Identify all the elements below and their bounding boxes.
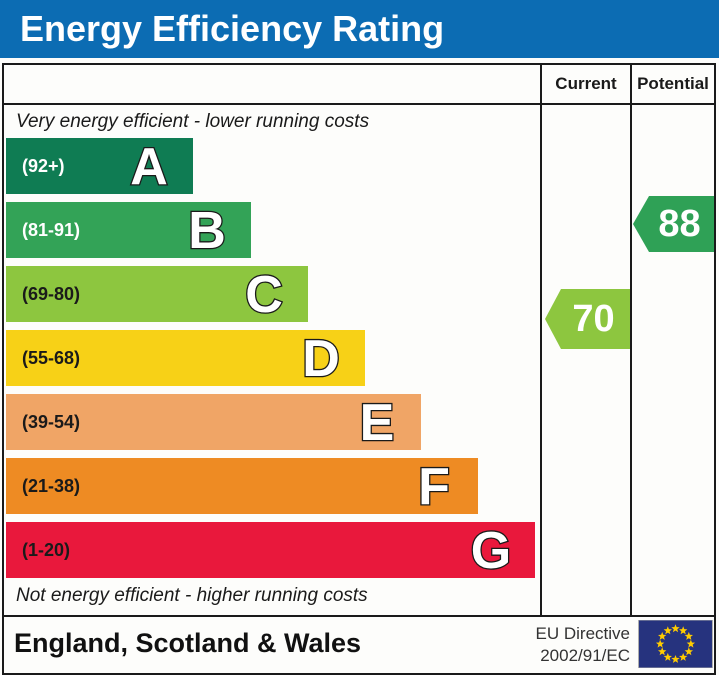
band-row-d: (55-68) D <box>6 330 365 386</box>
band-letter-glyph: C <box>244 266 284 322</box>
band-letter-glyph: F <box>417 458 451 514</box>
band-range-label: (69-80) <box>22 283 81 304</box>
potential-rating-value: 88 <box>658 202 701 245</box>
band-row-e: (39-54) E <box>6 394 421 450</box>
current-rating-value: 70 <box>572 297 615 340</box>
band-letter-glyph: G <box>469 522 512 578</box>
rating-table: Current Potential Very energy efficient … <box>2 63 716 617</box>
column-divider-current <box>540 65 542 615</box>
svg-text:C: C <box>245 266 283 322</box>
band-range-label: (92+) <box>22 155 65 176</box>
band-range-label: (1-20) <box>22 539 71 560</box>
potential-rating-marker: 88 <box>633 196 714 252</box>
band-row-b: (81-91) B <box>6 202 251 258</box>
eu-directive-line2: 2002/91/EC <box>540 646 630 665</box>
band-row-a: (92+) A <box>6 138 193 194</box>
region-label: England, Scotland & Wales <box>14 628 362 658</box>
svg-text:B: B <box>188 202 226 258</box>
eu-flag-icon <box>638 620 713 668</box>
band-range-label: (21-38) <box>22 475 81 496</box>
bottom-note: Not energy efficient - higher running co… <box>16 585 368 606</box>
band-letter-glyph: A <box>129 138 169 194</box>
footer-bar: England, Scotland & Wales EU Directive 2… <box>2 617 716 675</box>
top-note: Very energy efficient - lower running co… <box>16 111 370 132</box>
column-header-potential: Potential <box>637 74 709 93</box>
eu-directive-line1: EU Directive <box>535 624 630 643</box>
band-row-g: (1-20) G <box>6 522 535 578</box>
svg-text:D: D <box>302 330 340 386</box>
band-row-f: (21-38) F <box>6 458 478 514</box>
band-range-label: (55-68) <box>22 347 81 368</box>
page-title: Energy Efficiency Rating <box>20 8 445 49</box>
eu-directive-label: EU Directive 2002/91/EC <box>444 623 630 667</box>
svg-text:G: G <box>471 522 511 578</box>
svg-text:A: A <box>130 138 168 194</box>
column-header-current: Current <box>555 74 617 93</box>
band-letter-glyph: B <box>187 202 227 258</box>
column-divider-potential <box>630 65 632 615</box>
current-rating-marker: 70 <box>545 289 630 349</box>
band-row-c: (69-80) C <box>6 266 308 322</box>
epc-header: Energy Efficiency Rating <box>0 0 719 58</box>
band-letter-glyph: E <box>358 394 395 450</box>
svg-text:F: F <box>418 458 450 514</box>
band-range-label: (39-54) <box>22 411 81 432</box>
band-letter-glyph: D <box>301 330 341 386</box>
band-range-label: (81-91) <box>22 219 81 240</box>
header-row-divider <box>4 103 714 105</box>
svg-text:E: E <box>360 394 395 450</box>
